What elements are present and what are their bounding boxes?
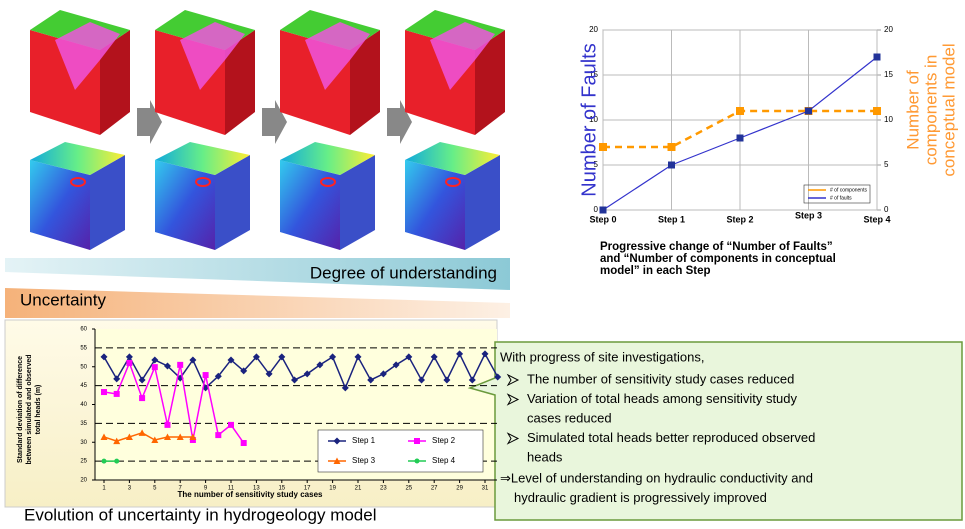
y2-axis-label: components in [921,55,940,166]
x-tick-label: Step 1 [658,214,685,224]
callout-bullet: Simulated total heads better reproduced … [527,430,815,445]
marker [114,391,120,397]
callout-bullet: heads [527,449,563,464]
marker [215,432,221,438]
marker [414,438,420,444]
model-front [280,160,340,250]
legend-label: Step 2 [432,436,456,445]
y-tick-label: 0 [594,205,599,214]
legend-label: Step 3 [352,456,376,465]
caption: Evolution of uncertainty in hydrogeology… [24,505,377,524]
caption: and “Number of components in conceptual [600,253,836,265]
y-tick-label: 55 [80,345,87,351]
y-tick-label: 30 [80,440,87,446]
callout-conclusion: hydraulic gradient is progressively impr… [514,490,767,505]
x-tick-label: Step 2 [726,214,753,224]
x-tick-label: 27 [431,486,438,492]
x-tick-label: 21 [355,486,362,492]
marker [101,389,107,395]
callout-conclusion: ⇒Level of understanding on hydraulic con… [500,470,813,485]
y2-axis-label: Number of [903,70,922,150]
band-label: Degree of understanding [310,263,497,282]
x-tick-label: 29 [456,486,463,492]
x-tick-label: 25 [405,486,412,492]
legend-box [318,430,483,472]
y-tick-label: 20 [80,478,87,484]
caption: model” in each Step [600,265,711,277]
legend-label: # of faults [830,195,852,201]
callout-intro: With progress of site investigations, [500,349,704,364]
caption: Progressive change of “Number of Faults” [600,241,833,253]
y-tick-label: 50 [80,364,87,370]
y2-tick-label: 20 [884,25,893,34]
y-tick-label: 20 [589,25,598,34]
y2-tick-label: 0 [884,205,889,214]
legend-label: # of components [830,187,867,193]
marker [873,107,881,115]
marker [102,459,107,464]
y-axis-label: total heads (m) [35,385,42,435]
y-tick-label: 60 [80,327,87,333]
y-axis-label: between simulated and observed [26,354,33,464]
marker [874,54,881,61]
marker [139,395,145,401]
x-tick-label: 19 [329,486,336,492]
marker [737,135,744,142]
marker [114,459,119,464]
marker [668,143,676,151]
y2-tick-label: 15 [884,70,893,79]
model-front [30,160,90,250]
x-tick-label: Step 0 [589,214,616,224]
y2-axis-label: conceptual model [939,43,958,176]
callout-bullet: The number of sensitivity study cases re… [527,371,794,386]
legend-label: Step 4 [432,456,456,465]
marker [203,372,209,378]
marker [736,107,744,115]
marker [241,440,247,446]
marker [177,362,183,368]
x-tick-label: 31 [482,486,489,492]
callout-bullet: cases reduced [527,410,612,425]
x-axis-label: The number of sensitivity study cases [178,490,323,499]
model-front [405,160,465,250]
x-tick-label: Step 4 [863,214,890,224]
legend-label: Step 1 [352,436,376,445]
y2-tick-label: 10 [884,115,893,124]
marker [228,422,234,428]
marker [805,108,812,115]
marker [415,459,420,464]
x-tick-label: Step 3 [795,210,822,220]
marker [165,422,171,428]
page: Degree of understanding Uncertainty 0 5 10… [0,0,965,529]
y-axis-label: Standard deviation of difference [17,356,24,463]
y-tick-label: 35 [80,421,87,427]
marker [126,360,132,366]
y-tick-label: 25 [80,459,87,465]
marker [600,207,607,214]
x-tick-label: 23 [380,486,387,492]
y-tick-label: 45 [80,383,87,389]
marker [152,364,158,370]
callout-bullet: Variation of total heads among sensitivi… [527,391,798,406]
model-front [155,160,215,250]
y2-tick-label: 5 [884,160,889,169]
marker [668,162,675,169]
band-label: Uncertainty [20,290,106,309]
y-axis-label: Number of Faults [578,43,600,196]
slide: Degree of understanding Uncertainty 0 5 10… [0,0,965,529]
y-tick-label: 40 [80,402,87,408]
